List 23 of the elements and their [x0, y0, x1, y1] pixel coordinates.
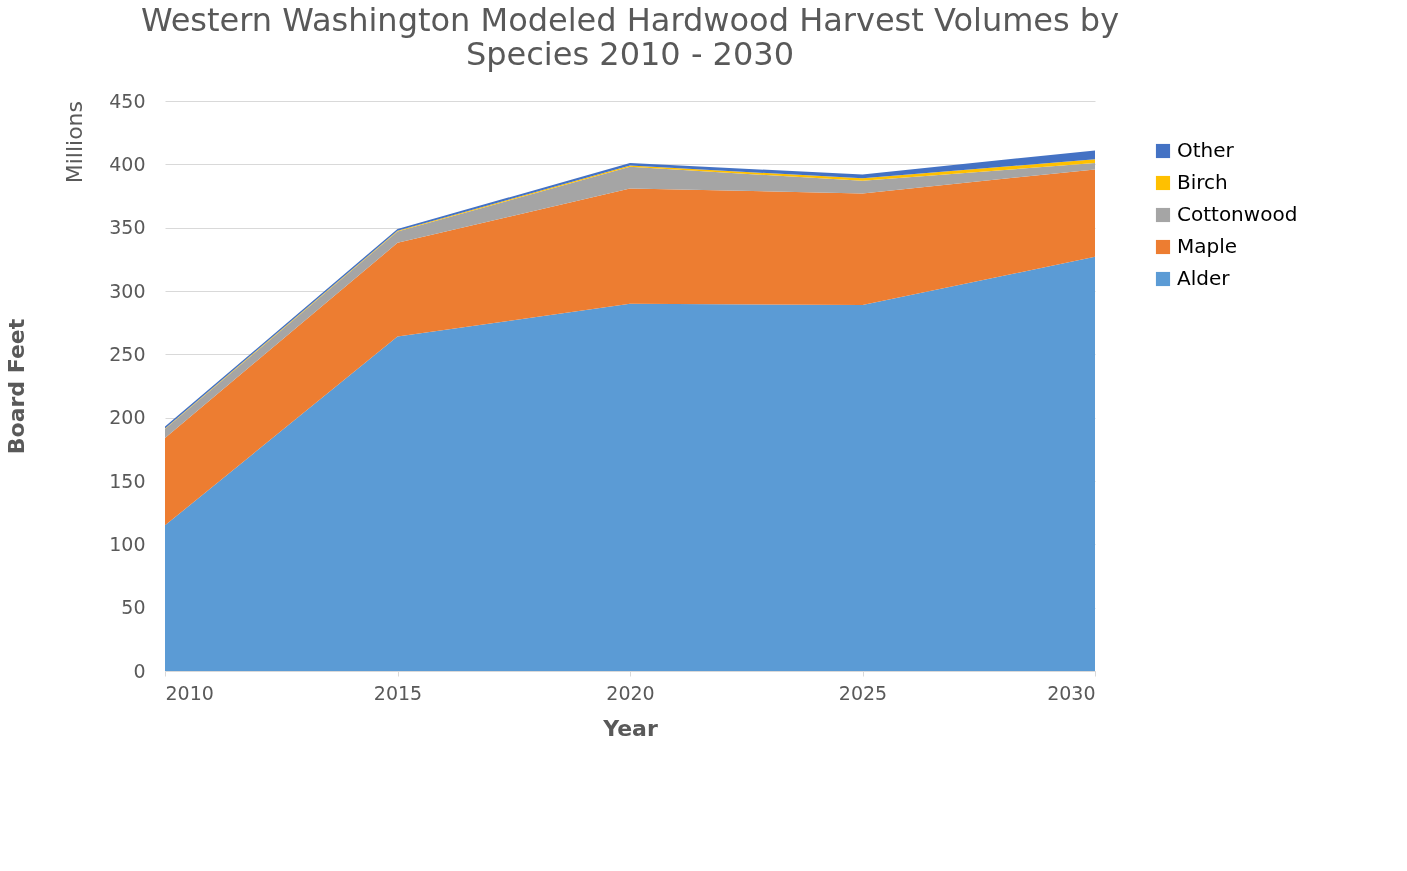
- y-tick-label: 350: [109, 216, 146, 239]
- legend-label: Birch: [1177, 170, 1228, 194]
- y-axis-title: Board Feet: [4, 318, 30, 455]
- y-tick-label: 50: [121, 596, 146, 619]
- legend-label: Cottonwood: [1177, 202, 1298, 226]
- y-tick-label: 200: [109, 406, 146, 429]
- legend-label: Alder: [1177, 266, 1231, 290]
- y-tick-label: 400: [109, 152, 146, 175]
- y-tick-label: 300: [109, 279, 146, 302]
- text: Millions: [62, 101, 87, 184]
- y-tick-label: 150: [109, 469, 146, 492]
- x-tick-label: 2020: [606, 681, 655, 704]
- y-tick-label: 450: [109, 89, 146, 112]
- y-tick-label: 0: [133, 659, 146, 682]
- x-tick-label: 2015: [373, 681, 423, 704]
- x-axis-title: Year: [602, 715, 658, 741]
- x-tick-label: 2025: [838, 681, 888, 704]
- y-tick-label: 250: [109, 342, 146, 365]
- legend-label: Other: [1177, 138, 1235, 162]
- y-tick-label: 100: [109, 532, 146, 555]
- legend-label: Maple: [1177, 234, 1238, 258]
- x-tick-label: 2010: [165, 681, 214, 704]
- x-tick-label: 2030: [1047, 681, 1096, 704]
